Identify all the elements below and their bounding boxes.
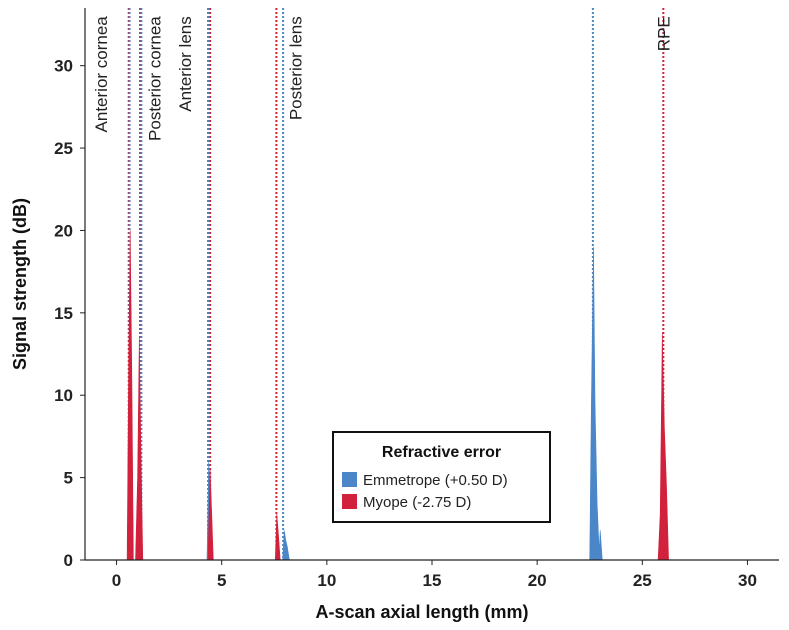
legend: Refractive error Emmetrope (+0.50 D) Myo… (332, 431, 551, 523)
legend-swatch-myope (342, 494, 357, 509)
annotation-posterior-lens: Posterior lens (287, 16, 306, 120)
x-axis-title: A-scan axial length (mm) (315, 602, 528, 622)
annotation-anterior-cornea: Anterior cornea (92, 16, 111, 133)
annotation-anterior-lens: Anterior lens (176, 16, 195, 111)
myope-peak-4 (657, 332, 669, 561)
x-tick-label: 10 (317, 571, 336, 590)
y-tick-label: 20 (54, 221, 73, 240)
legend-label-emmetrope: Emmetrope (+0.50 D) (363, 472, 508, 489)
x-tick-label: 0 (112, 571, 121, 590)
series-areas (126, 230, 669, 561)
x-tick-label: 25 (633, 571, 652, 590)
ticks: 0 5 10 15 20 25 30 0 5 10 15 20 25 30 (54, 57, 757, 590)
y-tick-label: 5 (64, 469, 73, 488)
y-tick-label: 0 (64, 551, 73, 570)
legend-swatch-emmetrope (342, 472, 357, 487)
emmetrope-peak-4 (589, 246, 603, 561)
x-tick-label: 30 (738, 571, 757, 590)
y-axis-title: Signal strength (dB) (10, 198, 30, 370)
legend-label-myope: Myope (-2.75 D) (363, 494, 471, 511)
y-tick-label: 25 (54, 139, 73, 158)
x-tick-label: 15 (423, 571, 442, 590)
emmetrope-peak-3 (282, 530, 290, 561)
legend-title: Refractive error (382, 444, 501, 461)
annotations: Anterior cornea Posterior cornea Anterior … (92, 16, 674, 141)
y-tick-label: 15 (54, 304, 73, 323)
annotation-posterior-cornea: Posterior cornea (146, 16, 165, 141)
y-tick-label: 30 (54, 57, 73, 76)
y-tick-label: 10 (54, 386, 73, 405)
myope-peak-0 (126, 230, 134, 561)
annotation-rpe: RPE (655, 16, 674, 51)
legend-box (332, 431, 551, 523)
x-tick-label: 20 (528, 571, 547, 590)
x-tick-label: 5 (217, 571, 226, 590)
